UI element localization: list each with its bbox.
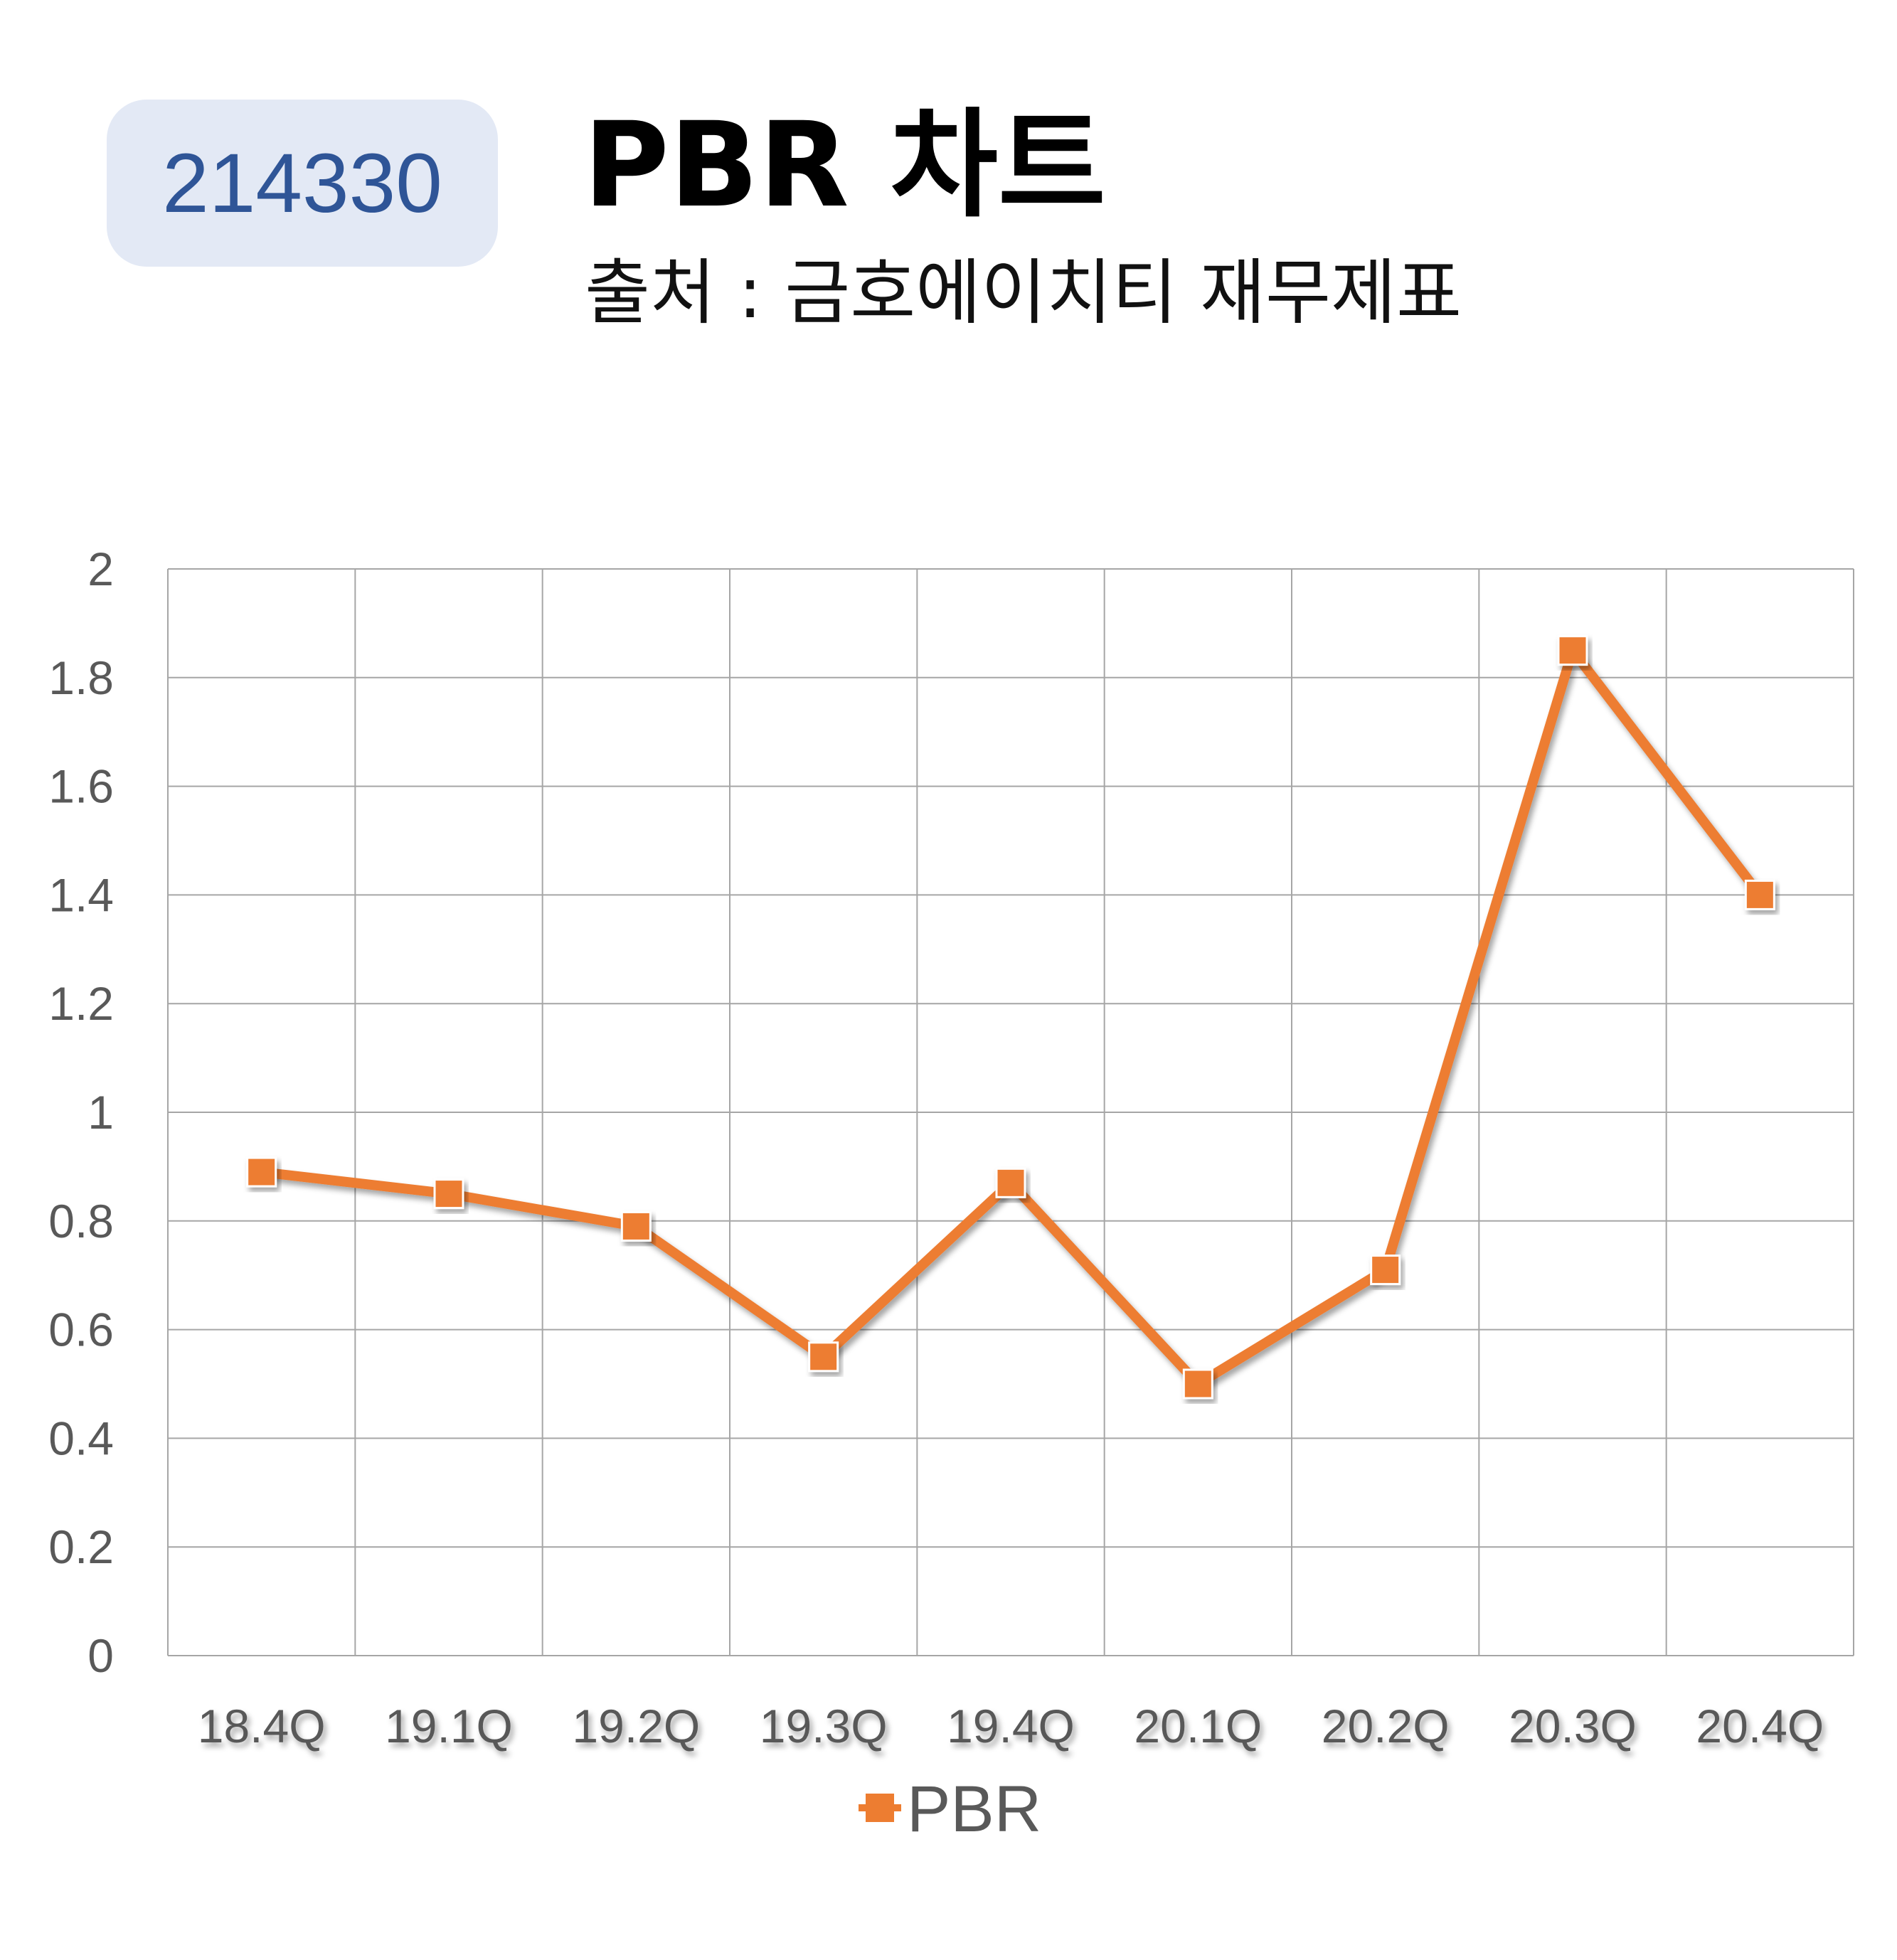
y-axis-ticks: 0 0.2 0.4 0.6 0.8 1 1.2 1.4 1.6 1.8 2	[48, 543, 114, 1682]
y-tick-label: 0.2	[48, 1520, 114, 1573]
x-tick-label: 19.2Q	[572, 1700, 700, 1752]
y-tick-label: 1	[87, 1086, 114, 1139]
stock-code-badge: 214330	[107, 100, 498, 267]
y-tick-label: 1.4	[48, 868, 114, 921]
series-group	[246, 635, 1775, 1400]
x-tick-label: 19.3Q	[760, 1700, 888, 1752]
data-point-marker	[1370, 1255, 1401, 1286]
y-tick-label: 2	[87, 543, 114, 595]
chart-subtitle: 출처 : 금호에이치티 재무제표	[585, 251, 1462, 334]
data-point-marker	[808, 1341, 839, 1373]
x-tick-label: 19.1Q	[385, 1700, 513, 1752]
y-tick-label: 0.6	[48, 1304, 114, 1356]
x-tick-label: 20.1Q	[1134, 1700, 1262, 1752]
y-tick-label: 1.8	[48, 651, 114, 704]
data-point-marker	[1182, 1368, 1213, 1400]
stock-code: 214330	[162, 136, 442, 230]
data-point-marker	[995, 1167, 1026, 1198]
data-point-marker	[1557, 635, 1588, 666]
y-tick-label: 0.4	[48, 1412, 114, 1464]
x-tick-label: 20.3Q	[1509, 1700, 1637, 1752]
data-point-marker	[1744, 879, 1775, 910]
legend-label: PBR	[907, 1773, 1041, 1846]
data-point-marker	[620, 1210, 652, 1242]
y-tick-label: 1.6	[48, 760, 114, 813]
data-point-marker	[433, 1178, 464, 1210]
x-axis-ticks: 18.4Q 19.1Q 19.2Q 19.3Q 19.4Q 20.1Q 20.2Q 20.3Q…	[198, 1700, 1824, 1752]
series-line-pbr	[260, 645, 1764, 1389]
y-tick-label: 0	[87, 1629, 114, 1682]
data-point-marker	[246, 1156, 277, 1188]
x-tick-label: 20.4Q	[1696, 1700, 1824, 1752]
x-tick-label: 18.4Q	[198, 1700, 326, 1752]
x-tick-label: 20.2Q	[1322, 1700, 1450, 1752]
legend-marker	[866, 1794, 894, 1822]
y-tick-label: 1.2	[48, 977, 114, 1030]
chart-grid	[167, 568, 1854, 1656]
chart-title: PBR 차트	[583, 97, 1106, 233]
x-tick-label: 19.4Q	[947, 1700, 1075, 1752]
legend: PBR	[859, 1773, 1041, 1846]
y-tick-label: 0.8	[48, 1195, 114, 1247]
